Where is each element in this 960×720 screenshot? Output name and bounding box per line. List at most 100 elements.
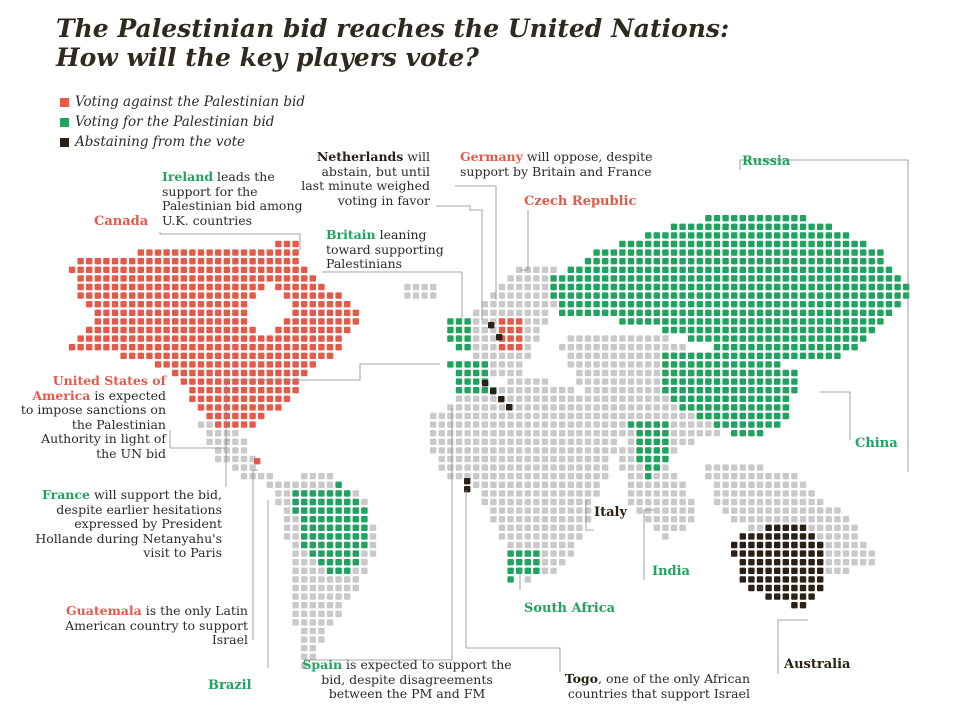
map-dot — [636, 344, 643, 351]
map-dot — [593, 421, 600, 428]
map-dot — [352, 576, 359, 583]
map-dot — [627, 301, 635, 308]
map-dot — [619, 430, 626, 437]
map-dot — [748, 352, 755, 359]
map-dot — [636, 318, 643, 325]
map-dot — [576, 344, 583, 351]
map-dot — [344, 326, 351, 334]
map-dot — [705, 387, 712, 394]
map-dot — [782, 326, 789, 334]
map-dot — [223, 318, 230, 325]
map-dot — [215, 361, 222, 368]
map-dot — [240, 318, 248, 325]
map-dot — [662, 524, 669, 531]
map-dot — [825, 309, 832, 316]
map-dot — [782, 275, 789, 282]
map-dot — [524, 481, 531, 488]
map-dot — [516, 326, 523, 334]
map-dot — [627, 498, 635, 506]
map-dot — [645, 387, 652, 394]
map-dot — [541, 516, 549, 523]
map-dot — [430, 430, 437, 437]
map-dot — [533, 292, 540, 299]
map-dot — [206, 266, 213, 273]
map-dot — [731, 464, 738, 471]
map-dot — [610, 447, 617, 454]
map-dot — [361, 550, 368, 557]
map-dot — [309, 301, 316, 308]
map-dot — [309, 636, 316, 643]
leader-australia — [777, 619, 808, 674]
map-dot — [688, 258, 695, 265]
map-dot — [154, 249, 162, 256]
map-dot — [860, 326, 867, 334]
map-dot — [189, 301, 196, 308]
map-dot — [146, 309, 153, 316]
map-dot — [309, 283, 316, 291]
map-dot — [344, 507, 351, 514]
map-dot — [731, 344, 738, 351]
map-dot — [670, 473, 678, 480]
map-dot — [696, 412, 703, 420]
map-dot — [498, 301, 506, 308]
map-dot — [584, 275, 592, 282]
map-dot — [713, 490, 721, 497]
map-dot — [567, 412, 574, 420]
map-dot — [567, 438, 574, 445]
map-dot — [688, 292, 695, 299]
map-dot — [627, 447, 635, 454]
map-dot — [507, 283, 514, 291]
map-dot — [722, 223, 729, 230]
annotation-germany: Germany will oppose, despite support by … — [460, 149, 660, 179]
map-dot — [94, 344, 101, 351]
map-dot — [197, 258, 205, 265]
map-dot — [851, 266, 858, 273]
map-dot — [567, 404, 574, 411]
map-dot — [842, 249, 850, 256]
map-dot — [292, 567, 299, 574]
map-dot — [292, 559, 299, 566]
map-dot — [627, 266, 635, 273]
map-dot — [344, 576, 351, 583]
map-dot — [645, 481, 652, 488]
map-dot — [748, 309, 755, 316]
map-dot — [318, 352, 325, 359]
map-dot — [610, 352, 617, 359]
map-dot — [507, 412, 514, 420]
map-dot — [739, 292, 746, 299]
map-dot — [610, 387, 617, 394]
map-dot — [653, 464, 660, 471]
map-dot — [275, 344, 282, 351]
map-dot — [283, 378, 291, 385]
map-dot — [301, 524, 308, 531]
map-dot — [705, 275, 712, 282]
map-dot — [756, 404, 764, 411]
map-dot — [774, 249, 781, 256]
map-dot — [240, 283, 248, 291]
map-dot — [576, 430, 583, 437]
map-dot — [748, 223, 755, 230]
map-dot — [516, 524, 523, 531]
map-dot — [756, 541, 764, 549]
map-dot — [516, 455, 523, 463]
map-dot — [782, 249, 789, 256]
map-dot — [791, 490, 798, 497]
map-dot — [739, 490, 746, 497]
map-dot — [645, 395, 652, 402]
map-dot — [154, 301, 162, 308]
map-dot — [275, 335, 282, 342]
map-dot — [662, 481, 669, 488]
map-dot — [799, 481, 807, 488]
map-dot — [559, 559, 566, 566]
map-dot — [77, 335, 84, 342]
map-dot — [524, 344, 531, 351]
map-dot — [756, 473, 764, 480]
map-dot — [490, 430, 497, 437]
map-dot — [851, 283, 858, 291]
map-dot — [756, 223, 764, 230]
map-dot — [756, 507, 764, 514]
map-dot — [301, 318, 308, 325]
map-dot — [154, 292, 162, 299]
map-dot — [550, 266, 557, 273]
map-dot — [559, 507, 566, 514]
